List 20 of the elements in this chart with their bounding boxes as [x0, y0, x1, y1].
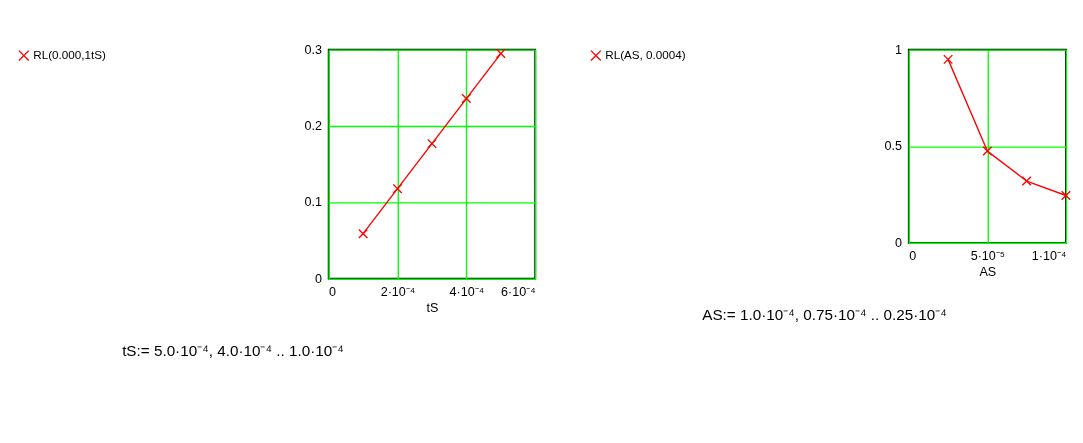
- y-tick-label: 0.2: [304, 119, 322, 134]
- legend-label: RL(AS, 0.0004): [605, 48, 686, 62]
- legend-label: RL(0.000,1tS): [33, 48, 106, 62]
- y-tick-label: 0: [895, 235, 903, 250]
- x-tick-label: 6·10⁻⁴: [501, 285, 536, 300]
- x-tick-label: 4·10⁻⁴: [449, 285, 485, 300]
- y-tick-label: 0.3: [304, 42, 322, 57]
- y-tick-label: 0: [314, 271, 322, 286]
- text: tS:= 5.0·10⁻⁴, 4.0·10⁻⁴ .. 1.0·10⁻⁴: [122, 341, 344, 359]
- x-tick-label: 1·10⁻⁴: [1031, 249, 1067, 264]
- y-tick-label: 1: [895, 42, 903, 57]
- x-tick-label: 0: [329, 285, 337, 300]
- text: AS:= 1.0·10⁻⁴, 0.75·10⁻⁴ .. 0.25·10⁻⁴: [702, 306, 947, 324]
- x-axis-title: AS: [979, 265, 997, 280]
- x-tick-label: 5·10⁻⁵: [970, 249, 1005, 264]
- x-axis-title: tS: [426, 301, 439, 316]
- y-tick-label: 0.1: [304, 195, 322, 210]
- x-tick-label: 2·10⁻⁴: [380, 285, 416, 300]
- y-tick-label: 0.5: [884, 139, 903, 154]
- x-tick-label: 0: [909, 249, 917, 264]
